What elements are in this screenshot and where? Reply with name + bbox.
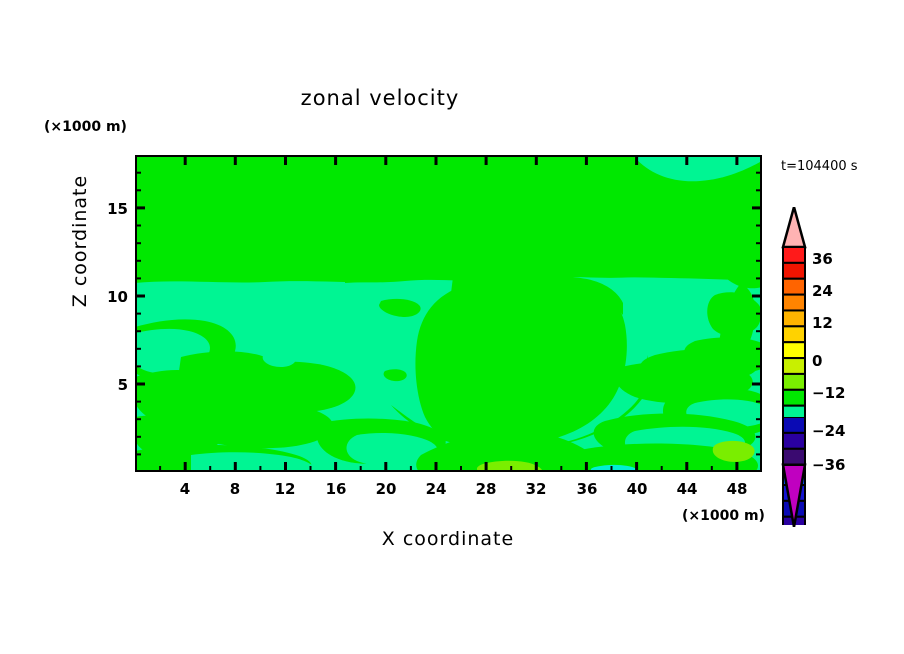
x-axis-unit-label: (×1000 m) (682, 508, 765, 524)
colorbar-tick-label: −24 (812, 422, 846, 440)
colorbar-tick-label: −12 (812, 384, 846, 402)
x-tick-label: 4 (179, 480, 191, 498)
x-tick-label: 20 (375, 480, 397, 498)
x-tick-label: 32 (525, 480, 547, 498)
x-tick-label: 44 (676, 480, 698, 498)
x-axis-title: X coordinate (381, 528, 515, 550)
x-tick-label: 8 (229, 480, 241, 498)
y-tick-label: 15 (107, 200, 128, 218)
colorbar-lower (781, 416, 807, 528)
x-tick-label: 16 (325, 480, 347, 498)
x-tick-label: 36 (576, 480, 598, 498)
x-tick-label: 48 (726, 480, 748, 498)
timestamp-annotation: t=104400 s (781, 159, 858, 174)
x-tick-label: 12 (274, 480, 296, 498)
x-tick-label: 24 (425, 480, 447, 498)
colorbar-tick-label: −36 (812, 456, 846, 474)
y-tick-label: 10 (107, 288, 128, 306)
y-axis-unit-label: (×1000 m) (44, 119, 127, 135)
colorbar-tick-label: 0 (812, 352, 823, 370)
y-tick-label: 5 (117, 376, 128, 394)
y-axis-title: Z coordinate (69, 174, 91, 308)
contour-plot-area (135, 155, 762, 472)
x-tick-label: 28 (475, 480, 497, 498)
colorbar-tick-label: 36 (812, 250, 833, 268)
colorbar-tick-label: 24 (812, 282, 833, 300)
colorbar-tick-label: 12 (812, 314, 833, 332)
page-title: zonal velocity (300, 86, 460, 110)
x-tick-label: 40 (626, 480, 648, 498)
